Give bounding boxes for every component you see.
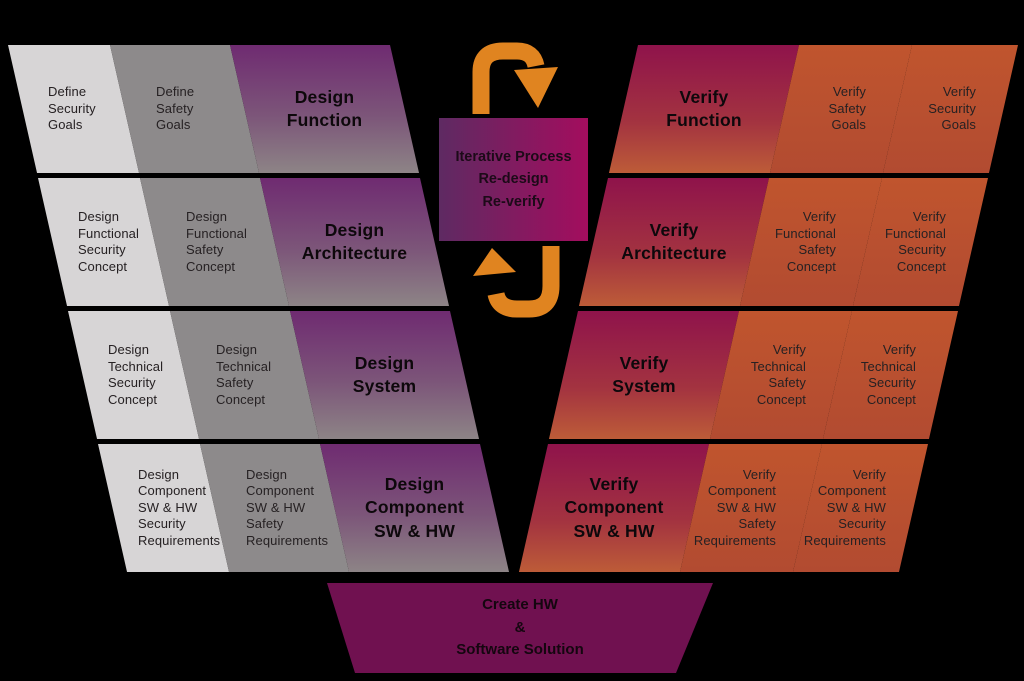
- cell-label: Define Safety Goals: [156, 84, 195, 133]
- cell-verify-component-sw-hw: Verify Component SW & HW: [518, 444, 709, 572]
- cell-label: Design Functional Safety Concept: [186, 209, 247, 274]
- cell-design-component-sw-hw: Design Component SW & HW: [320, 444, 510, 572]
- design-row-technical-concept: Design Technical Security Concept Design…: [68, 311, 480, 439]
- cell-verify-function: Verify Function: [608, 45, 799, 173]
- cell-label: Verify Component SW & HW Security Requir…: [803, 466, 886, 548]
- verify-row-technical-concept: Verify System Verify Technical Safety Co…: [548, 311, 958, 439]
- cell-label: Design Component SW & HW Safety Requirem…: [246, 466, 329, 548]
- create-hw-software-solution: Create HW & Software Solution: [327, 583, 713, 673]
- cell-label: Verify Security Goals: [928, 84, 976, 133]
- design-row-component: Design Component SW & HW Security Requir…: [98, 444, 510, 572]
- cell-design-function: Design Function: [230, 45, 420, 173]
- iterative-loop-top-arrow-icon: [472, 42, 558, 114]
- cell-label: Design Technical Security Concept: [108, 342, 164, 407]
- verify-row-functional-concept: Verify Architecture Verify Functional Sa…: [578, 178, 988, 306]
- design-row-functional-concept: Design Functional Security Concept Desig…: [38, 178, 450, 306]
- cell-label: Design Technical Safety Concept: [216, 342, 272, 407]
- cell-label: Design Architecture: [301, 219, 408, 263]
- cell-design-system: Design System: [290, 311, 480, 439]
- cell-label: Design Functional Security Concept: [78, 209, 139, 274]
- iterative-loop-bottom-arrow-icon: [473, 246, 560, 318]
- cell-label: Verify Functional Security Concept: [885, 209, 946, 274]
- iterative-process-box: Iterative Process Re-design Re-verify: [439, 118, 588, 241]
- cell-label: Define Security Goals: [48, 84, 96, 133]
- cell-verify-architecture: Verify Architecture: [578, 178, 769, 306]
- cell-label: Design Component SW & HW: [364, 474, 464, 541]
- cell-design-architecture: Design Architecture: [260, 178, 450, 306]
- cell-label: Design Function: [286, 86, 363, 130]
- verify-row-goals: Verify Function Verify Safety Goals Veri…: [608, 45, 1018, 173]
- cell-label: Design System: [352, 352, 417, 396]
- verify-row-component: Verify Component SW & HW Verify Componen…: [518, 444, 928, 572]
- design-row-goals: Define Security Goals Define Safety Goal…: [8, 45, 420, 173]
- cell-label: Design Component SW & HW Security Requir…: [138, 466, 221, 548]
- cell-label: Verify Technical Security Concept: [860, 342, 916, 407]
- cell-verify-system: Verify System: [548, 311, 739, 439]
